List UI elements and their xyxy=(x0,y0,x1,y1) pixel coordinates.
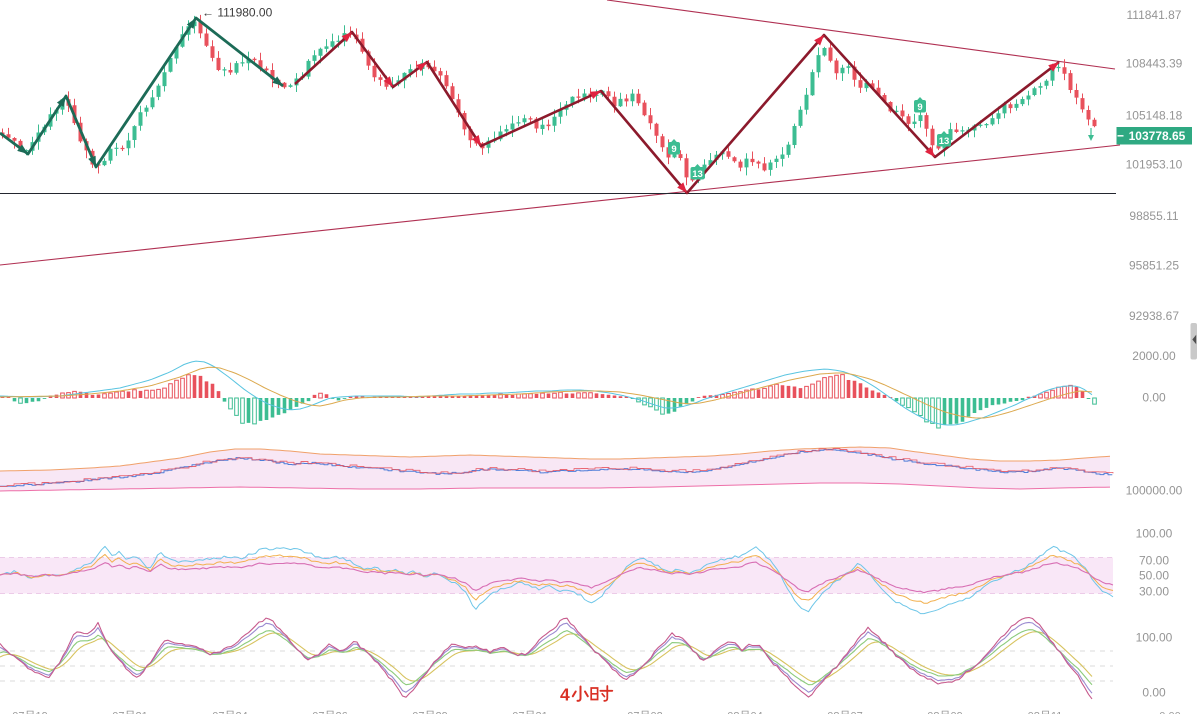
svg-text:100.00: 100.00 xyxy=(1136,630,1173,644)
svg-text:2000.00: 2000.00 xyxy=(1132,349,1176,363)
svg-text:07月19: 07月19 xyxy=(12,711,47,714)
svg-text:13: 13 xyxy=(939,136,950,147)
svg-text:07月26: 07月26 xyxy=(312,711,347,714)
svg-text:13: 13 xyxy=(692,169,703,180)
svg-text:95851.25: 95851.25 xyxy=(1129,258,1179,272)
svg-text:08月04: 08月04 xyxy=(727,711,762,714)
svg-text:08月09: 08月09 xyxy=(927,711,962,714)
svg-text:101953.10: 101953.10 xyxy=(1126,157,1183,171)
svg-text:07月21: 07月21 xyxy=(112,711,147,714)
svg-text:103778.65: 103778.65 xyxy=(1129,129,1186,143)
svg-text:100.00: 100.00 xyxy=(1136,526,1173,540)
svg-text:0.00: 0.00 xyxy=(1159,711,1180,714)
svg-text:07月29: 07月29 xyxy=(412,711,447,714)
svg-text:0.00: 0.00 xyxy=(1142,685,1166,699)
svg-text:70.00: 70.00 xyxy=(1139,553,1169,567)
svg-text:4: 4 xyxy=(560,685,570,705)
svg-text:08月11: 08月11 xyxy=(1028,711,1063,714)
svg-text:08月07: 08月07 xyxy=(827,711,862,714)
svg-text:92938.67: 92938.67 xyxy=(1129,309,1179,323)
svg-text:07月31: 07月31 xyxy=(512,711,547,714)
svg-text:9: 9 xyxy=(917,102,922,113)
svg-text:50.00: 50.00 xyxy=(1139,568,1169,582)
svg-text:← 111980.00: ← 111980.00 xyxy=(202,6,273,20)
svg-text:100000.00: 100000.00 xyxy=(1126,484,1183,498)
svg-text:108443.39: 108443.39 xyxy=(1126,57,1183,71)
svg-text:07月24: 07月24 xyxy=(212,711,247,714)
svg-text:111841.87: 111841.87 xyxy=(1127,8,1182,22)
svg-text:07月02: 07月02 xyxy=(627,711,662,714)
svg-text:9: 9 xyxy=(671,144,676,155)
svg-text:105148.18: 105148.18 xyxy=(1126,109,1183,123)
svg-text:30.00: 30.00 xyxy=(1139,584,1169,598)
svg-text:98855.11: 98855.11 xyxy=(1129,209,1178,223)
svg-text:0.00: 0.00 xyxy=(1142,390,1166,404)
